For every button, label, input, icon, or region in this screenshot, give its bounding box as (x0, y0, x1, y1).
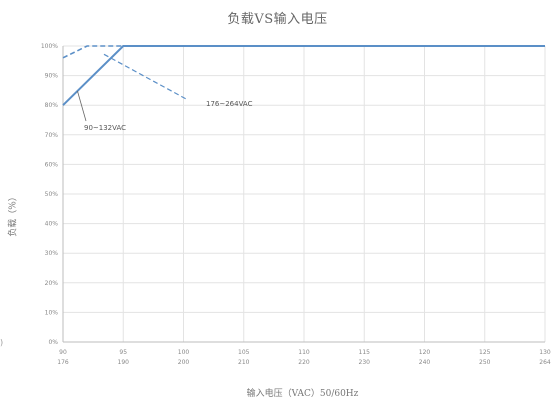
annotation-leader-2 (103, 53, 189, 101)
annotation-label-1: 90~132VAC (84, 124, 126, 132)
x-tick-label-low: 100 (178, 349, 190, 356)
x-tick-label-high: 210 (238, 359, 250, 366)
x-tick-label-high: 250 (479, 359, 491, 366)
y-tick-label: 80% (45, 102, 59, 109)
y-tick-label: 0% (48, 339, 58, 346)
annotation-label-2: 176~264VAC (206, 100, 253, 108)
annotation-leader-1 (77, 90, 87, 122)
series-line-2 (62, 45, 545, 59)
y-tick-label: 40% (45, 221, 59, 228)
x-tick-label-low: 115 (359, 349, 371, 356)
x-tick-label-low: 130 (539, 349, 551, 356)
y-tick-label: 60% (45, 161, 59, 168)
x-tick-label-high: 176 (57, 359, 69, 366)
x-tick-label-high: 264 (539, 359, 551, 366)
x-tick-label-low: 95 (119, 349, 127, 356)
x-tick-label-high: 190 (118, 359, 130, 366)
x-tick-label-high: 230 (359, 359, 371, 366)
stray-mark: ) (0, 338, 4, 347)
y-tick-label: 90% (45, 73, 59, 80)
x-tick-label-high: 200 (178, 359, 190, 366)
x-axis-title: 输入电压（VAC）50/60Hz (246, 389, 359, 399)
chart-title: 负载VS输入电压 (227, 12, 328, 27)
y-tick-label: 30% (45, 250, 59, 257)
x-tick-label-low: 110 (298, 349, 310, 356)
x-tick-label-low: 105 (238, 349, 250, 356)
x-tick-label-low: 90 (59, 349, 67, 356)
x-tick-label-high: 240 (419, 359, 431, 366)
y-tick-label: 50% (45, 191, 59, 198)
y-tick-label: 100% (41, 43, 58, 50)
y-tick-label: 70% (45, 132, 59, 139)
x-tick-label-low: 125 (479, 349, 491, 356)
y-tick-label: 20% (45, 280, 59, 287)
y-tick-label: 10% (45, 309, 59, 316)
x-tick-label-high: 220 (298, 359, 310, 366)
x-tick-label-low: 120 (419, 349, 431, 356)
